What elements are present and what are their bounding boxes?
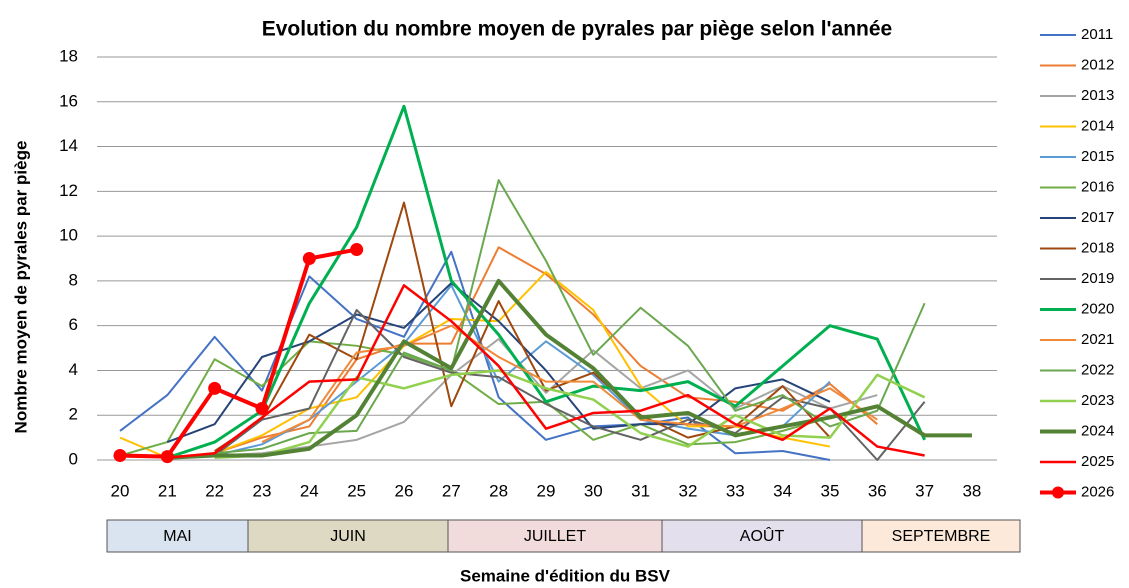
month-label: SEPTEMBRE <box>892 528 991 545</box>
legend-label: 2013 <box>1081 87 1114 104</box>
legend-label: 2015 <box>1081 148 1114 165</box>
x-tick-label: 32 <box>678 481 697 500</box>
x-axis-label: Semaine d'édition du BSV <box>460 566 671 585</box>
y-tick-label: 12 <box>59 181 78 200</box>
series-marker <box>113 449 127 463</box>
y-axis-label: Nombre moyen de pyrales par piège <box>11 141 30 434</box>
series-line <box>214 284 831 457</box>
x-tick-label: 21 <box>158 481 177 500</box>
month-box <box>447 519 663 553</box>
y-tick-label: 2 <box>69 405 78 424</box>
month-label: MAI <box>163 528 191 545</box>
legend-label: 2016 <box>1081 178 1114 195</box>
series-marker <box>302 252 316 265</box>
y-tick-label: 14 <box>59 136 78 155</box>
legend-label: 2020 <box>1081 300 1114 317</box>
series-line <box>119 340 831 457</box>
series-line <box>167 284 925 460</box>
legend-label: 2014 <box>1081 117 1114 134</box>
month-box <box>247 519 449 553</box>
x-tick-label: 23 <box>253 481 272 500</box>
series-line <box>261 324 878 443</box>
x-tick-label: 28 <box>489 481 508 500</box>
y-tick-label: 6 <box>69 315 78 334</box>
x-tick-label: 31 <box>631 481 650 500</box>
series-line <box>119 247 358 459</box>
y-tick-label: 8 <box>69 270 78 289</box>
x-tick-label: 22 <box>205 481 224 500</box>
chart-title: Evolution du nombre moyen de pyrales par… <box>262 18 892 41</box>
month-label: AOÛT <box>740 526 785 545</box>
series-marker <box>208 381 222 395</box>
x-tick-label: 24 <box>300 481 319 500</box>
x-tick-label: 36 <box>868 481 887 500</box>
x-tick-label: 29 <box>537 481 556 500</box>
series-marker <box>160 450 174 464</box>
x-tick-label: 35 <box>820 481 839 500</box>
series-marker <box>255 402 269 416</box>
series-line <box>214 201 831 452</box>
series-line <box>166 282 831 444</box>
month-label: JUILLET <box>524 528 586 545</box>
legend-label: 2019 <box>1081 270 1114 287</box>
legend-label: 2024 <box>1081 422 1114 439</box>
legend-label: 2026 <box>1081 483 1114 500</box>
x-tick-label: 27 <box>442 481 461 500</box>
series-line <box>214 179 926 455</box>
month-box <box>661 519 863 553</box>
x-tick-label: 38 <box>962 481 981 500</box>
legend-marker <box>1052 486 1064 499</box>
legend-label: 2021 <box>1081 331 1114 348</box>
x-tick-label: 37 <box>915 481 934 500</box>
series-marker <box>350 243 364 257</box>
y-tick-label: 4 <box>69 360 78 379</box>
y-tick-label: 16 <box>59 91 78 110</box>
legend-label: 2011 <box>1081 26 1113 43</box>
month-box <box>861 519 1021 553</box>
y-tick-label: 0 <box>69 449 78 468</box>
y-tick-label: 18 <box>59 46 78 65</box>
x-tick-label: 34 <box>773 481 792 500</box>
x-tick-label: 26 <box>395 481 414 500</box>
legend-label: 2017 <box>1081 209 1114 226</box>
x-tick-label: 25 <box>347 481 366 500</box>
legend-label: 2025 <box>1081 453 1114 470</box>
month-label: JUIN <box>330 528 366 545</box>
series-line <box>166 104 926 460</box>
legend-label: 2012 <box>1081 56 1114 73</box>
x-tick-label: 20 <box>111 481 130 500</box>
legend-label: 2022 <box>1081 361 1114 378</box>
y-tick-label: 10 <box>59 226 78 245</box>
series-line <box>214 369 926 460</box>
legend-label: 2023 <box>1081 392 1114 409</box>
legend-label: 2018 <box>1081 239 1114 256</box>
x-tick-label: 33 <box>726 481 745 500</box>
series-line <box>214 308 926 461</box>
x-tick-label: 30 <box>584 481 603 500</box>
